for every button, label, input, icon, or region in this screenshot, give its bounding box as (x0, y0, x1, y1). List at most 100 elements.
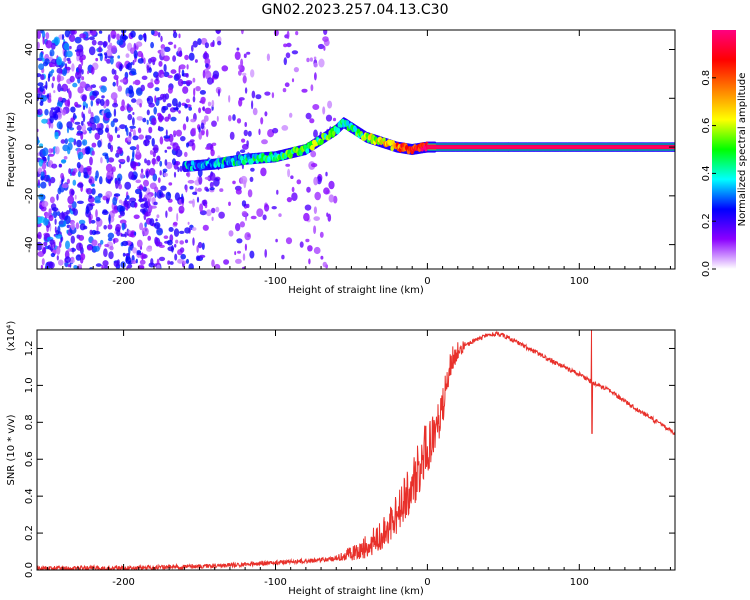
noise-cell (92, 90, 100, 96)
noise-cell (71, 171, 76, 176)
noise-cell (98, 46, 102, 53)
noise-cell (135, 179, 141, 184)
ridge-cell (309, 140, 313, 147)
noise-cell (110, 120, 115, 128)
noise-cell (161, 73, 165, 78)
noise-cell (130, 201, 137, 208)
noise-cell (126, 200, 131, 209)
noise-cell (192, 237, 195, 246)
noise-cell (291, 78, 295, 83)
noise-cell (202, 69, 206, 79)
noise-cell (67, 248, 72, 252)
noise-cell (110, 92, 118, 101)
noise-cell (192, 191, 198, 195)
noise-cell (163, 135, 171, 139)
noise-cell (229, 131, 235, 140)
noise-cell (81, 123, 86, 133)
noise-cell (101, 265, 104, 269)
noise-cell (182, 123, 187, 131)
noise-cell (328, 194, 335, 203)
noise-cell (264, 111, 268, 117)
noise-cell (76, 124, 82, 131)
noise-cell (198, 254, 206, 258)
noise-cell (250, 215, 257, 220)
noise-cell (81, 94, 87, 102)
noise-cell (82, 105, 86, 110)
noise-cell (134, 202, 138, 208)
y-axis-label: SNR (10 * v/v) (6, 414, 17, 485)
noise-cell (44, 58, 50, 65)
noise-cell (154, 191, 157, 198)
noise-cell (99, 176, 103, 185)
noise-cell (206, 77, 214, 85)
noise-cell (102, 209, 108, 214)
ridge-cell (219, 157, 223, 164)
noise-cell (204, 186, 209, 191)
ridge-cell (237, 160, 241, 166)
noise-cell (133, 50, 138, 59)
noise-cell (121, 222, 126, 231)
noise-cell (140, 84, 145, 92)
noise-cell (40, 264, 43, 269)
noise-cell (113, 74, 119, 80)
ridge-cell (305, 148, 310, 154)
noise-cell (53, 113, 59, 121)
noise-cell (49, 62, 53, 68)
noise-cell (133, 129, 136, 138)
noise-cell (135, 258, 138, 264)
noise-cell (148, 126, 153, 134)
noise-cell (152, 173, 158, 182)
noise-cell (172, 142, 179, 151)
noise-cell (221, 65, 229, 72)
noise-cell (209, 187, 215, 191)
noise-cell (58, 163, 63, 168)
noise-cell (72, 179, 77, 186)
noise-cell (39, 143, 44, 148)
noise-cell (42, 247, 47, 254)
noise-cell (125, 255, 128, 263)
noise-cell (332, 117, 337, 122)
heatmap-cells (37, 30, 675, 269)
noise-cell (323, 30, 328, 35)
noise-cell (184, 239, 189, 244)
noise-cell (97, 40, 104, 46)
noise-cell (88, 36, 95, 41)
noise-cell (217, 40, 222, 46)
noise-cell (184, 227, 191, 234)
noise-cell (113, 108, 117, 117)
noise-cell (93, 115, 100, 124)
noise-cell (108, 214, 111, 223)
noise-cell (285, 163, 291, 167)
y-tick-label: 0.4 (24, 488, 35, 504)
noise-cell (149, 218, 155, 227)
noise-cell (188, 52, 195, 61)
noise-cell (322, 36, 329, 42)
noise-cell (304, 204, 312, 211)
noise-cell (68, 204, 73, 209)
noise-cell (290, 175, 294, 179)
noise-cell (64, 138, 69, 145)
noise-cell (132, 112, 135, 115)
noise-cell (76, 132, 83, 136)
noise-cell (119, 210, 125, 217)
noise-cell (91, 84, 97, 89)
noise-cell (236, 118, 242, 124)
noise-cell (160, 193, 165, 198)
noise-cell (155, 160, 159, 165)
noise-cell (215, 30, 221, 34)
noise-cell (151, 158, 157, 165)
noise-cell (50, 121, 54, 129)
noise-cell (159, 191, 162, 197)
noise-cell (40, 95, 48, 102)
noise-cell (295, 30, 299, 36)
noise-cell (119, 124, 127, 130)
noise-cell (121, 35, 129, 40)
x-axis-label: Height of straight line (km) (288, 285, 424, 296)
noise-cell (293, 67, 299, 73)
noise-cell (55, 233, 62, 239)
noise-cell (242, 266, 245, 269)
noise-cell (66, 121, 73, 129)
noise-cell (228, 115, 232, 122)
noise-cell (113, 193, 121, 197)
noise-cell (172, 31, 178, 39)
